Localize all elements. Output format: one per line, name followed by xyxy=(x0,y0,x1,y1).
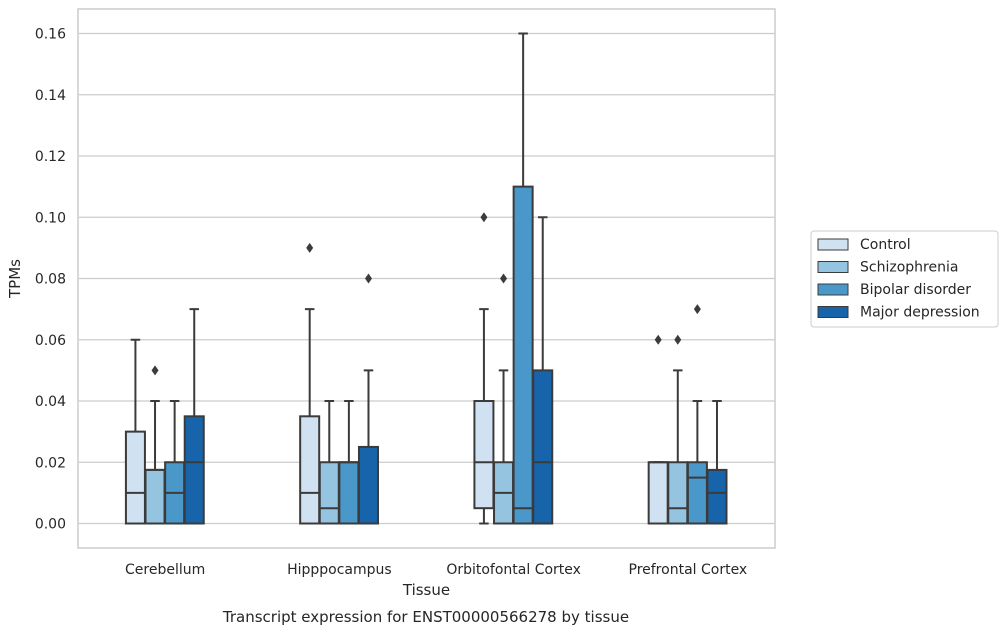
x-tick-label: Cerebellum xyxy=(125,562,205,578)
box-control xyxy=(299,242,321,525)
legend-item: Bipolar disorder xyxy=(817,282,971,298)
box-body xyxy=(144,468,166,525)
box-body xyxy=(647,461,669,525)
legend-frame xyxy=(810,230,999,328)
box-body xyxy=(338,461,360,525)
box-control xyxy=(124,338,146,525)
y-tick-label: 0.06 xyxy=(35,333,66,349)
box-major-depression xyxy=(532,216,554,525)
box-major-depression xyxy=(706,400,728,525)
x-axis-ticks: Cerebellum Hipppocampus Orbitofontal Corte… xyxy=(125,562,747,578)
y-tick-label: 0.02 xyxy=(35,455,66,471)
grid-lines xyxy=(78,32,775,525)
outlier-marker xyxy=(151,365,159,376)
y-tick-label: 0.00 xyxy=(35,517,66,533)
box-body xyxy=(706,468,728,525)
box-body xyxy=(473,400,495,510)
box-bipolar-disorder xyxy=(338,400,360,525)
y-tick-label: 0.12 xyxy=(35,149,66,165)
plot-frame xyxy=(77,8,776,549)
legend-item: Major depression xyxy=(817,305,980,321)
legend-item: Schizophrenia xyxy=(817,260,958,276)
box-body xyxy=(667,461,689,525)
box-major-depression xyxy=(357,273,379,525)
x-axis-label: Tissue xyxy=(402,581,450,599)
outlier-marker xyxy=(480,212,488,223)
x-tick-label: Hipppocampus xyxy=(287,562,392,578)
y-tick-label: 0.10 xyxy=(35,210,66,226)
x-tick-label: Orbitofontal Cortex xyxy=(446,562,581,578)
box-major-depression xyxy=(183,308,205,525)
box-body xyxy=(532,369,554,525)
y-axis-label: TPMs xyxy=(6,259,24,299)
y-tick-label: 0.08 xyxy=(35,272,66,288)
box-schizophrenia xyxy=(144,365,166,525)
legend-label: Major depression xyxy=(860,305,980,321)
box-schizophrenia xyxy=(318,400,340,525)
chart-caption: Transcript expression for ENST0000056627… xyxy=(222,608,629,626)
outlier-marker xyxy=(306,242,314,253)
box-schizophrenia xyxy=(493,273,515,525)
outlier-marker xyxy=(364,273,372,284)
y-tick-label: 0.14 xyxy=(35,88,66,104)
box-body xyxy=(512,185,534,525)
legend-swatch xyxy=(817,283,849,296)
x-tick-label: Prefrontal Cortex xyxy=(629,562,748,578)
box-body xyxy=(183,415,205,525)
box-body xyxy=(299,415,321,525)
box-body xyxy=(124,430,146,525)
outlier-marker xyxy=(674,334,682,345)
y-tick-label: 0.04 xyxy=(35,394,66,410)
y-tick-label: 0.16 xyxy=(35,27,66,43)
legend-label: Schizophrenia xyxy=(860,260,958,276)
box-bipolar-disorder xyxy=(164,400,186,525)
legend-swatch xyxy=(817,306,849,318)
box-control xyxy=(473,212,495,525)
box-series xyxy=(124,32,728,525)
outlier-marker xyxy=(500,273,508,284)
box-body xyxy=(357,445,379,525)
legend-swatch xyxy=(817,238,849,251)
legend-label: Bipolar disorder xyxy=(860,282,971,298)
legend-label: Control xyxy=(860,237,911,253)
box-body xyxy=(318,461,340,525)
box-bipolar-disorder xyxy=(686,304,708,525)
box-body xyxy=(686,461,708,525)
y-axis-ticks: 0.00 0.02 0.04 0.06 0.08 0.10 0.12 0.14 0.16 xyxy=(35,27,66,533)
outlier-marker xyxy=(654,334,662,345)
outlier-marker xyxy=(693,304,701,315)
legend-item: Control xyxy=(817,237,911,253)
legend-swatch xyxy=(817,261,849,273)
box-schizophrenia xyxy=(667,334,689,525)
legend: Control Schizophrenia Bipolar disorder Majo… xyxy=(810,230,999,328)
box-bipolar-disorder xyxy=(512,32,534,525)
box-control xyxy=(647,334,669,525)
